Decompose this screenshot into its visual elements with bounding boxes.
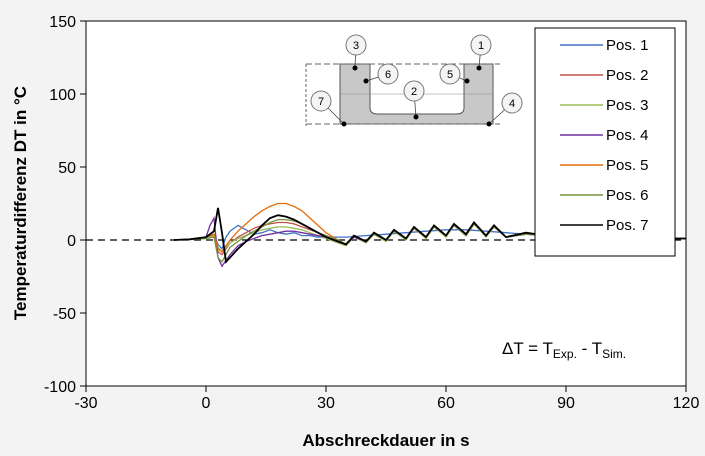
inset-point-4 bbox=[486, 121, 492, 127]
x-tick-label: 120 bbox=[673, 395, 700, 412]
inset-label-2: 2 bbox=[411, 86, 417, 98]
y-axis-label: Temperaturdifferenz DT in °C bbox=[11, 86, 30, 320]
y-tick-label: 0 bbox=[67, 233, 76, 250]
inset-point-5 bbox=[464, 78, 470, 84]
series-layer bbox=[173, 202, 686, 268]
inset-label-6: 6 bbox=[385, 69, 391, 81]
inset-callout-7 bbox=[310, 90, 332, 112]
inset-point-1 bbox=[476, 65, 482, 71]
inset-point-6 bbox=[363, 78, 369, 84]
y-tick-label: -50 bbox=[53, 306, 76, 323]
series-line-pos-1 bbox=[173, 224, 686, 251]
inset-label-7: 7 bbox=[318, 96, 324, 108]
x-axis-label: Abschreckdauer in s bbox=[302, 431, 469, 450]
inset-callout-5 bbox=[439, 63, 461, 85]
inset-label-4: 4 bbox=[509, 98, 515, 110]
inset-callout-3 bbox=[345, 34, 367, 56]
x-tick-label: -30 bbox=[74, 395, 97, 412]
inset-label-3: 3 bbox=[353, 40, 359, 52]
y-tick-label: 150 bbox=[49, 14, 76, 31]
y-tick-label: 100 bbox=[49, 87, 76, 104]
formula-part-1: ΔT = T bbox=[502, 339, 553, 358]
legend-label-pos-7: Pos. 7 bbox=[606, 217, 649, 234]
legend-label-pos-1: Pos. 1 bbox=[606, 37, 649, 54]
legend-label-pos-2: Pos. 2 bbox=[606, 67, 649, 84]
x-tick-label: 90 bbox=[557, 395, 575, 412]
inset-callout-6 bbox=[377, 63, 399, 85]
inset-point-3 bbox=[352, 65, 358, 71]
delta-t-formula: ΔT = TExp. - TSim. bbox=[502, 339, 626, 361]
legend-label-pos-5: Pos. 5 bbox=[606, 157, 649, 174]
position-inset-diagram: 1 2 3 4 5 6 7 bbox=[305, 34, 525, 135]
inset-point-2 bbox=[413, 114, 419, 120]
series-line-pos-7 bbox=[173, 207, 686, 264]
y-tick-label: -100 bbox=[44, 379, 76, 396]
inset-label-1: 1 bbox=[478, 40, 484, 52]
legend-label-pos-3: Pos. 3 bbox=[606, 97, 649, 114]
y-tick-label: 50 bbox=[58, 160, 76, 177]
legend-box bbox=[534, 27, 676, 257]
inset-markers: 1 2 3 4 5 6 7 bbox=[310, 34, 523, 127]
x-tick-label: 60 bbox=[437, 395, 455, 412]
legend-label-pos-6: Pos. 6 bbox=[606, 187, 649, 204]
legend-label-pos-4: Pos. 4 bbox=[606, 127, 649, 144]
inset-callout-1 bbox=[470, 34, 492, 56]
formula-sub-exp: Exp. bbox=[553, 347, 577, 361]
x-tick-label: 0 bbox=[202, 395, 211, 412]
formula-sub-sim: Sim. bbox=[602, 347, 626, 361]
inset-label-5: 5 bbox=[447, 69, 453, 81]
inset-callout-4 bbox=[501, 92, 523, 114]
legend-items: Pos. 1 Pos. 2 Pos. 3 Pos. 4 Pos. 5 Pos. 6 Pos.… bbox=[560, 37, 649, 234]
legend: Pos. 1 Pos. 2 Pos. 3 Pos. 4 Pos. 5 Pos. 6 Pos.… bbox=[534, 27, 676, 257]
inset-callout-2 bbox=[403, 80, 425, 102]
inset-point-7 bbox=[341, 121, 347, 127]
x-tick-label: 30 bbox=[317, 395, 335, 412]
formula-part-2: - T bbox=[577, 339, 602, 358]
